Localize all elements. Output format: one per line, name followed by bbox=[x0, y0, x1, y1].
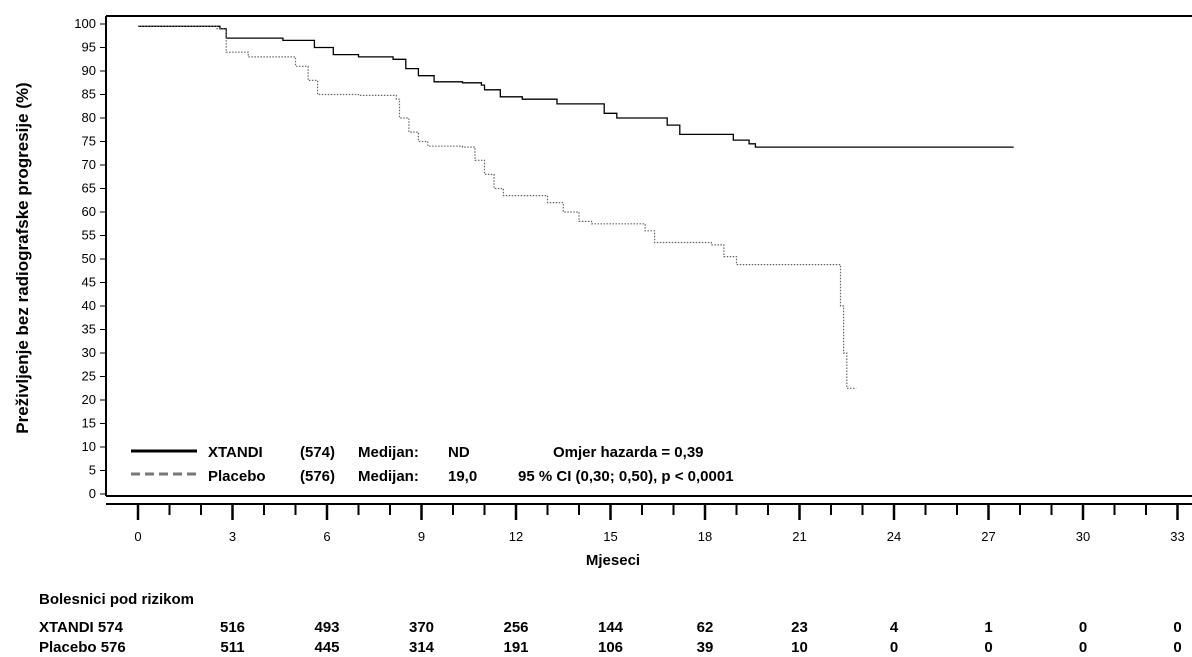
legend: XTANDI (574) Medijan: ND Omjer hazarda =… bbox=[131, 444, 734, 485]
y-tick-label: 85 bbox=[82, 87, 96, 102]
survival-curve-placebo bbox=[138, 25, 857, 389]
y-tick-label: 40 bbox=[82, 298, 96, 313]
y-tick-label: 35 bbox=[82, 322, 96, 337]
risk-row-label-xtandi: XTANDI 574 bbox=[39, 619, 124, 636]
legend-xtandi-median-label: Medijan: bbox=[358, 444, 419, 461]
y-tick-label: 15 bbox=[82, 416, 96, 431]
x-tick-label: 15 bbox=[603, 529, 617, 544]
risk-cell: 493 bbox=[314, 619, 339, 636]
y-tick-label: 90 bbox=[82, 63, 96, 78]
y-tick-label: 25 bbox=[82, 369, 96, 384]
x-tick-label: 30 bbox=[1076, 529, 1090, 544]
legend-placebo-n: (576) bbox=[300, 468, 335, 485]
y-axis-title: Preživljenje bez radiografske progresije… bbox=[13, 82, 32, 433]
x-tick-label: 6 bbox=[323, 529, 330, 544]
axes: 0510152025303540455055606570758085909510… bbox=[74, 15, 1192, 544]
risk-cell: 516 bbox=[220, 619, 245, 636]
y-tick-label: 45 bbox=[82, 275, 96, 290]
risk-cell: 0 bbox=[1079, 639, 1087, 656]
risk-table: Bolesnici pod rizikom XTANDI 574 Placebo… bbox=[39, 591, 1182, 656]
y-tick-label: 50 bbox=[82, 251, 96, 266]
y-tick-label: 70 bbox=[82, 157, 96, 172]
risk-cell: 1 bbox=[984, 619, 992, 636]
x-tick-label: 0 bbox=[134, 529, 141, 544]
x-axis-title: Mjeseci bbox=[586, 552, 640, 569]
risk-cell: 256 bbox=[503, 619, 528, 636]
survival-curves bbox=[138, 25, 1014, 389]
x-tick-label: 12 bbox=[509, 529, 523, 544]
risk-cell: 62 bbox=[697, 619, 714, 636]
risk-cell: 4 bbox=[890, 619, 899, 636]
y-tick-label: 5 bbox=[89, 463, 96, 478]
legend-xtandi-name: XTANDI bbox=[208, 444, 263, 461]
x-tick-label: 33 bbox=[1170, 529, 1184, 544]
risk-cell: 106 bbox=[598, 639, 623, 656]
risk-cell: 0 bbox=[890, 639, 898, 656]
risk-cell: 370 bbox=[409, 619, 434, 636]
legend-xtandi-n: (574) bbox=[300, 444, 335, 461]
risk-cell: 191 bbox=[503, 639, 528, 656]
x-tick-label: 18 bbox=[698, 529, 712, 544]
x-tick-label: 9 bbox=[418, 529, 425, 544]
y-tick-label: 80 bbox=[82, 110, 96, 125]
risk-cell: 0 bbox=[1173, 639, 1181, 656]
legend-xtandi-median: ND bbox=[448, 444, 470, 461]
y-tick-label: 30 bbox=[82, 345, 96, 360]
y-tick-label: 60 bbox=[82, 204, 96, 219]
survival-curve-xtandi bbox=[138, 25, 1014, 148]
legend-placebo-median-label: Medijan: bbox=[358, 468, 419, 485]
y-tick-label: 20 bbox=[82, 392, 96, 407]
y-tick-label: 95 bbox=[82, 40, 96, 55]
x-tick-label: 3 bbox=[229, 529, 236, 544]
risk-cell: 0 bbox=[984, 639, 992, 656]
risk-cell: 39 bbox=[697, 639, 714, 656]
y-tick-label: 10 bbox=[82, 439, 96, 454]
risk-cell: 314 bbox=[409, 639, 435, 656]
y-tick-label: 0 bbox=[89, 486, 96, 501]
risk-cell: 0 bbox=[1173, 619, 1181, 636]
y-tick-label: 100 bbox=[74, 16, 96, 31]
risk-cell: 0 bbox=[1079, 619, 1087, 636]
legend-placebo-median: 19,0 bbox=[448, 468, 477, 485]
risk-row-label-placebo: Placebo 576 bbox=[39, 639, 126, 656]
axis-titles: Preživljenje bez radiografske progresije… bbox=[13, 82, 640, 569]
risk-cell: 511 bbox=[220, 639, 244, 656]
risk-cell: 10 bbox=[791, 639, 808, 656]
legend-ci-text: 95 % CI (0,30; 0,50), p < 0,0001 bbox=[518, 468, 734, 485]
legend-placebo-name: Placebo bbox=[208, 468, 266, 485]
y-tick-label: 65 bbox=[82, 181, 96, 196]
x-tick-label: 27 bbox=[981, 529, 995, 544]
risk-cell: 144 bbox=[598, 619, 624, 636]
x-tick-label: 24 bbox=[887, 529, 901, 544]
y-tick-label: 55 bbox=[82, 228, 96, 243]
legend-hazard-ratio: Omjer hazarda = 0,39 bbox=[553, 444, 704, 461]
risk-table-title: Bolesnici pod rizikom bbox=[39, 591, 194, 608]
risk-cell: 445 bbox=[314, 639, 339, 656]
y-tick-label: 75 bbox=[82, 134, 96, 149]
x-tick-label: 21 bbox=[792, 529, 806, 544]
risk-cell: 23 bbox=[791, 619, 808, 636]
